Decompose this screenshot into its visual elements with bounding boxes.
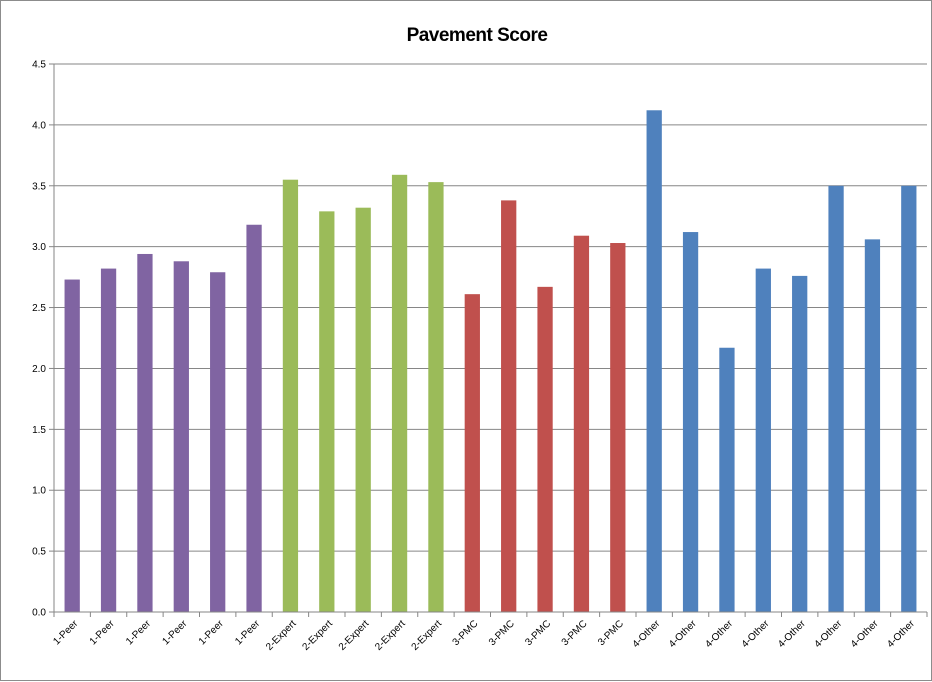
x-tick-label: 4-Other <box>812 618 844 650</box>
bar <box>901 185 917 612</box>
x-tick-label: 4-Other <box>631 618 663 650</box>
x-tick-label: 1-Peer <box>197 618 226 647</box>
bar <box>391 174 408 612</box>
x-tick-label: 2-Expert <box>264 618 299 653</box>
x-tick-label: 3-PMC <box>560 618 590 648</box>
bar <box>501 200 517 612</box>
bar <box>828 185 844 612</box>
x-tick-label: 4-Other <box>776 618 808 650</box>
bar <box>464 294 480 612</box>
bar <box>610 243 626 612</box>
bar <box>137 253 153 612</box>
y-tick-label: 4.0 <box>32 120 46 131</box>
bar <box>246 224 262 612</box>
x-tick-label: 1-Peer <box>88 618 117 647</box>
x-tick-label: 1-Peer <box>51 618 80 647</box>
bar <box>864 239 881 613</box>
x-tick-label: 3-PMC <box>451 618 481 648</box>
x-tick-label: 2-Expert <box>300 618 335 653</box>
y-axis: 0.0 0.5 1.0 1.5 2.0 2.5 3.0 3.5 4.0 4.5 <box>32 60 55 619</box>
bar <box>100 268 117 612</box>
x-tick-label: 4-Other <box>849 618 881 650</box>
y-tick-label: 4.5 <box>32 60 46 71</box>
x-tick-label: 1-Peer <box>124 618 153 647</box>
y-tick-label: 1.5 <box>32 425 46 436</box>
x-tick-label: 3-PMC <box>596 618 626 648</box>
bar <box>428 182 444 612</box>
x-tick-label: 2-Expert <box>337 618 372 653</box>
bar <box>755 268 771 612</box>
x-tick-label: 3-PMC <box>523 618 553 648</box>
x-tick-label: 4-Other <box>740 618 772 650</box>
x-tick-label: 3-PMC <box>487 618 517 648</box>
bar <box>173 261 189 612</box>
grid-lines <box>54 63 927 613</box>
bar <box>573 235 590 612</box>
bar <box>355 207 371 612</box>
y-tick-label: 1.0 <box>32 486 46 497</box>
bar <box>537 286 553 612</box>
bar <box>319 211 335 612</box>
y-tick-label: 2.5 <box>32 303 46 314</box>
bars <box>64 110 917 613</box>
bar <box>792 275 808 612</box>
x-tick-label: 4-Other <box>885 618 917 650</box>
bar <box>282 179 299 612</box>
y-tick-label: 3.5 <box>32 181 46 192</box>
chart-title: Pavement Score <box>407 25 548 46</box>
y-tick-label: 2.0 <box>32 364 46 375</box>
x-tick-label: 1-Peer <box>160 618 189 647</box>
y-tick-label: 0.5 <box>32 547 46 558</box>
y-tick-label: 0.0 <box>32 608 46 619</box>
bar <box>210 272 226 612</box>
x-tick-label: 2-Expert <box>410 618 445 653</box>
x-tick-label: 4-Other <box>703 618 735 650</box>
bar <box>719 347 735 612</box>
x-axis: 1-Peer 1-Peer 1-Peer 1-Peer 1-Peer 1-Peer 2-Ex… <box>51 611 928 653</box>
bar <box>682 232 699 612</box>
x-tick-label: 2-Expert <box>373 618 408 653</box>
bar <box>646 110 662 612</box>
x-tick-label: 1-Peer <box>233 618 262 647</box>
bar <box>64 279 80 612</box>
x-tick-label: 4-Other <box>667 618 699 650</box>
y-tick-label: 3.0 <box>32 242 46 253</box>
